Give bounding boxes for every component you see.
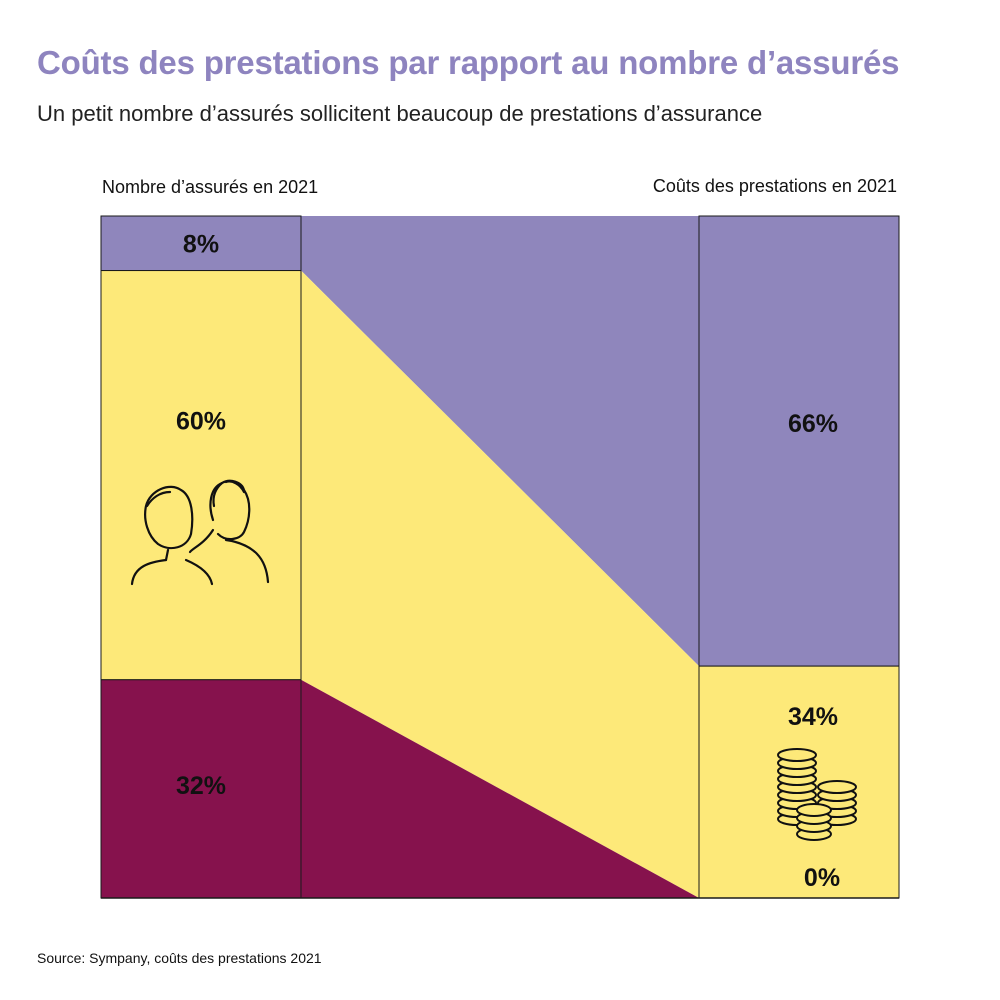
left-pct-label: 32% [176,772,226,800]
flow-band-2 [301,679,699,898]
right-axis-label: Coûts des prestations en 2021 [652,176,897,196]
people-icon-stroke [144,485,194,550]
people-icon-stroke [212,480,246,508]
left-pct-label: 60% [176,408,226,436]
people-icon-stroke [188,528,215,554]
coin [796,803,832,817]
people-icon [130,479,270,586]
people-icon-stroke [224,538,270,584]
coins-icon [777,748,857,841]
chart-title: Coûts des prestations par rapport au nom… [37,44,900,81]
flow-band-1 [301,270,699,898]
source-note: Source: Sympany, coûts des prestations 2… [37,950,322,966]
coin [817,780,857,794]
left-bar-segment [100,270,302,681]
coin [777,748,817,762]
left-pct-label: 8% [183,230,219,258]
right-pct-label: 0% [804,864,840,892]
people-icon-stroke [130,558,168,586]
chart-subtitle: Un petit nombre d’assurés sollicitent be… [37,101,763,126]
left-bar-segment [100,679,302,899]
flow-band-0 [301,216,699,667]
right-pct-label: 66% [788,410,838,438]
right-bar-segment [698,215,900,667]
left-bar-segment [100,215,302,272]
people-icon-stroke [184,558,214,586]
left-axis-label: Nombre d’assurés en 2021 [102,177,319,197]
people-icon-stroke [145,490,172,562]
right-pct-label: 34% [788,703,838,731]
